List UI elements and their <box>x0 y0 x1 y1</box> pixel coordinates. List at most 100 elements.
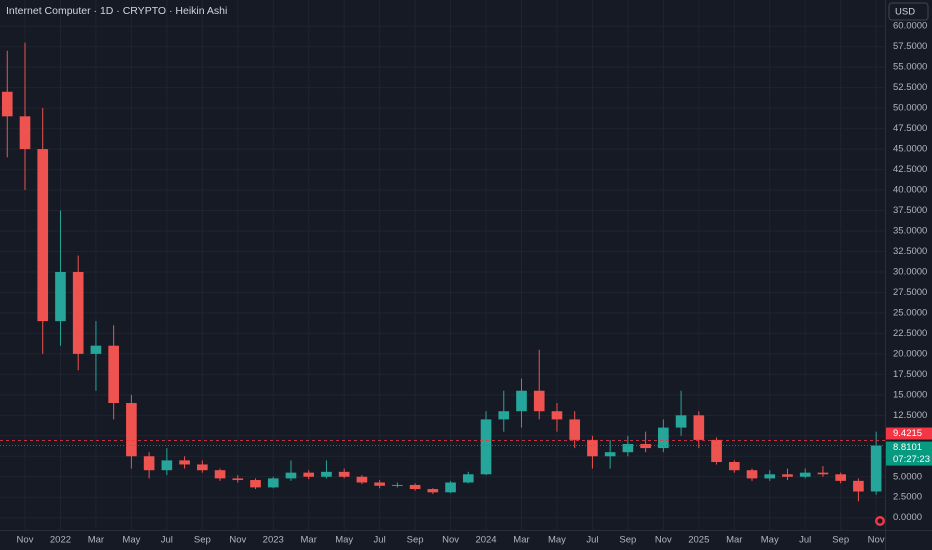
currency-button[interactable] <box>888 2 929 21</box>
y-tick-label: 60.0000 <box>893 21 927 32</box>
candle-body <box>356 476 368 483</box>
x-tick-label: 2022 <box>50 535 71 546</box>
candle-body <box>622 443 634 453</box>
y-tick-label: 0.0000 <box>893 512 922 523</box>
y-tick-label: 57.5000 <box>893 41 927 52</box>
y-tick-label: 37.5000 <box>893 205 927 216</box>
x-tick-label: Nov <box>655 535 672 546</box>
candle-body <box>604 452 616 457</box>
candle-body <box>90 345 102 354</box>
y-tick-label: 12.5000 <box>893 410 927 421</box>
y-tick-label: 55.0000 <box>893 62 927 73</box>
x-tick-label: May <box>335 535 353 546</box>
candle-body <box>870 445 882 492</box>
candle-body <box>55 271 66 322</box>
price-label-box <box>886 441 932 466</box>
candle-body <box>19 116 31 150</box>
x-tick-label: 2024 <box>475 535 496 546</box>
candle-body <box>498 411 510 420</box>
candle-body <box>551 411 563 420</box>
y-tick-label: 17.5000 <box>893 369 927 380</box>
x-tick-label: Mar <box>88 535 104 546</box>
candle-body <box>533 390 545 412</box>
candle-body <box>392 484 403 486</box>
x-tick-label: Sep <box>194 535 211 546</box>
y-tick-label: 30.0000 <box>893 266 927 277</box>
x-tick-label: 2025 <box>688 535 709 546</box>
candle-body <box>516 390 527 412</box>
candle-body <box>232 478 244 481</box>
x-tick-label: Jul <box>799 535 811 546</box>
x-tick-label: Mar <box>301 535 317 546</box>
candle-body <box>445 482 456 493</box>
axes: 0.00002.50005.00007.500010.000012.500015… <box>17 21 932 546</box>
y-tick-label: 40.0000 <box>893 185 927 196</box>
y-tick-label: 25.0000 <box>893 307 927 318</box>
x-tick-label: Nov <box>868 535 885 546</box>
x-tick-label: Nov <box>229 535 246 546</box>
x-tick-label: May <box>122 535 140 546</box>
candle-body <box>143 456 155 471</box>
y-tick-label: 52.5000 <box>893 82 927 93</box>
x-tick-label: Jul <box>161 535 173 546</box>
candles <box>0 42 885 502</box>
candle-body <box>37 149 49 322</box>
x-tick-label: Mar <box>726 535 742 546</box>
candle-body <box>711 439 722 463</box>
currency-label[interactable]: USD <box>895 7 915 18</box>
candle-body <box>853 480 864 492</box>
y-tick-label: 50.0000 <box>893 103 927 114</box>
candle-body <box>214 470 226 479</box>
y-tick-label: 27.5000 <box>893 287 927 298</box>
chart-title: Internet Computer · 1D · CRYPTO · Heikin… <box>6 5 227 17</box>
y-tick-label: 47.5000 <box>893 123 927 134</box>
x-tick-label: Nov <box>442 535 459 546</box>
candle-body <box>285 472 297 479</box>
candle-body <box>462 474 474 483</box>
candle-body <box>338 471 350 477</box>
candle-body <box>374 482 385 486</box>
candle-body <box>764 474 776 479</box>
candle-body <box>480 419 492 475</box>
price-label-box <box>886 427 932 440</box>
candle-body <box>728 462 740 471</box>
event-icon-inner <box>877 518 883 524</box>
candle-body <box>675 415 687 428</box>
y-tick-label: 45.0000 <box>893 144 927 155</box>
candle-body <box>126 403 137 457</box>
x-tick-label: May <box>548 535 566 546</box>
y-tick-label: 35.0000 <box>893 226 927 237</box>
candle-body <box>303 472 315 477</box>
candle-body <box>321 471 332 477</box>
candle-body <box>250 480 261 488</box>
price-label: 8.8101 <box>893 442 922 453</box>
candle-body <box>72 271 84 354</box>
candle-body <box>108 345 119 404</box>
y-tick-label: 5.0000 <box>893 471 922 482</box>
y-tick-label: 42.5000 <box>893 164 927 175</box>
candle-body <box>569 419 581 440</box>
price-label: 9.4215 <box>893 428 922 439</box>
x-tick-label: May <box>761 535 779 546</box>
x-tick-label: Sep <box>832 535 849 546</box>
candle-body <box>179 460 190 465</box>
candle-body <box>835 474 846 481</box>
candle-body <box>746 470 758 479</box>
candle-body <box>427 489 439 493</box>
y-tick-label: 32.5000 <box>893 246 927 257</box>
x-tick-label: 2023 <box>263 535 284 546</box>
x-tick-label: Nov <box>17 535 34 546</box>
candle-body <box>587 439 598 457</box>
candle-body <box>658 427 669 449</box>
candle-body <box>197 464 208 471</box>
y-tick-label: 15.0000 <box>893 389 927 400</box>
candle-body <box>1 91 13 117</box>
x-tick-label: Sep <box>407 535 424 546</box>
x-tick-label: Sep <box>619 535 636 546</box>
candle-body <box>799 472 811 477</box>
candle-body <box>782 474 793 477</box>
y-tick-label: 20.0000 <box>893 348 927 359</box>
